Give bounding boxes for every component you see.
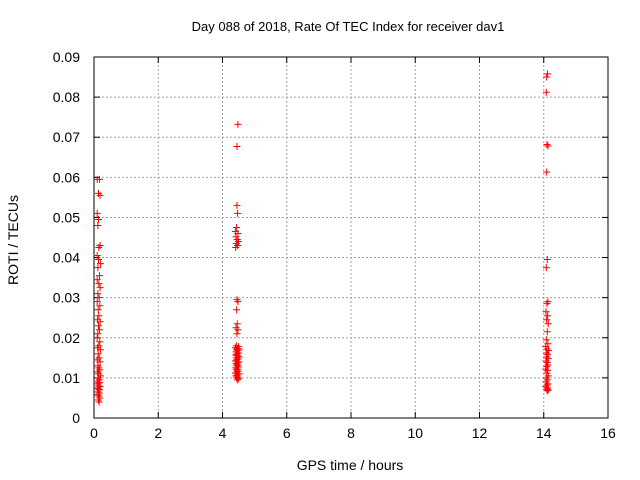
x-tick-label: 12 xyxy=(472,425,488,441)
grid-lines xyxy=(94,57,608,418)
data-point xyxy=(233,320,241,328)
x-tick-label: 16 xyxy=(600,425,616,441)
data-point xyxy=(95,272,103,280)
data-point xyxy=(93,252,101,260)
data-point xyxy=(94,350,102,358)
data-point xyxy=(233,376,241,384)
data-point xyxy=(94,306,102,314)
data-point xyxy=(95,312,103,320)
y-tick-label: 0.07 xyxy=(53,129,80,145)
data-point xyxy=(543,140,551,148)
x-tick-label: 0 xyxy=(90,425,98,441)
x-tick-label: 6 xyxy=(283,425,291,441)
y-tick-label: 0 xyxy=(72,410,80,426)
x-tick-label: 4 xyxy=(219,425,227,441)
data-point xyxy=(96,358,104,366)
y-tick-label: 0.02 xyxy=(53,330,80,346)
data-point xyxy=(234,326,242,334)
x-tick-label: 14 xyxy=(536,425,552,441)
data-point xyxy=(94,221,102,229)
data-point xyxy=(93,334,101,342)
data-point xyxy=(543,328,551,336)
data-point xyxy=(96,338,104,346)
data-point xyxy=(544,142,552,150)
axis-ticks: 0 2 4 6 8 10 12 14 16 0 0.01 0.02 0.03 0.04 0.05 0.06 0.… xyxy=(53,49,616,441)
data-point xyxy=(542,357,550,365)
data-point xyxy=(543,353,551,361)
data-points xyxy=(93,70,553,406)
data-point xyxy=(543,345,551,353)
data-point xyxy=(96,318,104,326)
y-tick-label: 0.05 xyxy=(53,209,80,225)
data-point xyxy=(543,73,551,81)
data-point xyxy=(96,191,104,199)
data-point xyxy=(234,209,242,217)
data-point xyxy=(94,256,102,264)
data-point xyxy=(95,244,103,252)
data-point xyxy=(233,223,241,231)
data-point xyxy=(94,215,102,223)
data-point xyxy=(93,209,101,217)
data-point xyxy=(96,284,104,292)
chart-title: Day 088 of 2018, Rate Of TEC Index for r… xyxy=(192,19,505,34)
y-tick-label: 0.08 xyxy=(53,89,80,105)
data-point xyxy=(542,308,550,316)
data-point xyxy=(542,264,550,272)
data-point xyxy=(233,306,241,314)
data-point xyxy=(543,168,551,176)
y-tick-label: 0.01 xyxy=(53,370,80,386)
data-point xyxy=(543,256,551,264)
data-point xyxy=(542,88,550,96)
data-point xyxy=(94,322,102,330)
data-point xyxy=(544,312,552,320)
data-point xyxy=(542,336,550,344)
data-point xyxy=(543,387,551,395)
x-tick-label: 10 xyxy=(407,425,423,441)
data-point xyxy=(544,70,552,78)
y-tick-label: 0.03 xyxy=(53,290,80,306)
data-point xyxy=(93,276,101,284)
data-point xyxy=(95,326,103,334)
data-point xyxy=(543,316,551,324)
data-point xyxy=(544,386,552,394)
data-point xyxy=(96,302,104,310)
data-point xyxy=(95,175,103,183)
data-point xyxy=(233,330,241,338)
data-point xyxy=(232,244,240,252)
data-point xyxy=(95,398,103,406)
x-tick-label: 8 xyxy=(347,425,355,441)
y-tick-label: 0.04 xyxy=(53,250,80,266)
data-point xyxy=(544,320,552,328)
data-point xyxy=(233,201,241,209)
x-axis-label: GPS time / hours xyxy=(297,457,404,473)
data-point xyxy=(96,346,104,354)
y-tick-label: 0.06 xyxy=(53,169,80,185)
data-point xyxy=(234,298,242,306)
data-point xyxy=(95,280,103,288)
x-tick-label: 2 xyxy=(154,425,162,441)
data-point xyxy=(543,300,551,308)
data-point xyxy=(94,290,102,298)
data-point xyxy=(94,264,102,272)
data-point xyxy=(234,120,242,128)
data-point xyxy=(96,260,104,268)
data-point xyxy=(235,375,243,383)
data-point xyxy=(93,298,101,306)
y-axis-label: ROTI / TECUs xyxy=(5,195,21,285)
data-point xyxy=(94,330,102,338)
y-tick-label: 0.09 xyxy=(53,49,80,65)
data-point xyxy=(543,385,551,393)
data-point xyxy=(95,294,103,302)
data-point xyxy=(233,142,241,150)
